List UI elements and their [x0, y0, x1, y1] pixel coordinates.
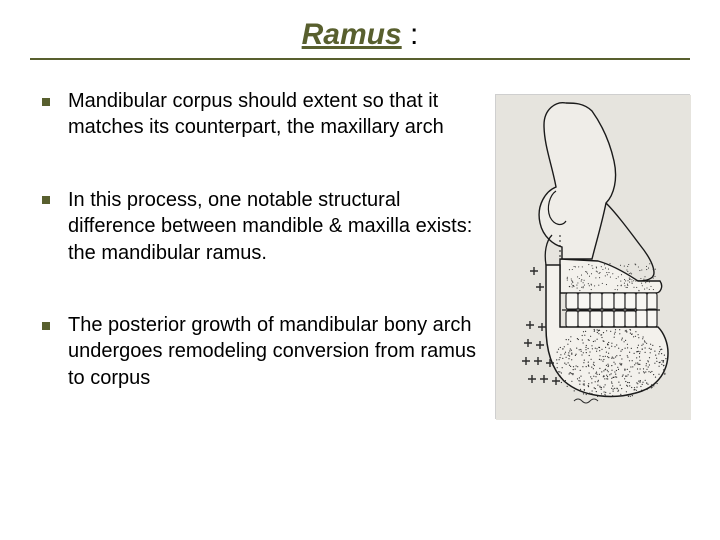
bullet-text: Mandibular corpus should extent so that …: [68, 90, 444, 138]
slide: Ramus : Mandibular corpus should extent …: [0, 0, 720, 540]
bullet-list: Mandibular corpus should extent so that …: [30, 88, 477, 437]
list-item: In this process, one notable structural …: [42, 187, 477, 266]
bullet-text: In this process, one notable structural …: [68, 189, 472, 264]
slide-title: Ramus: [302, 18, 402, 52]
bullet-text: The posterior growth of mandibular bony …: [68, 314, 476, 389]
title-colon: :: [402, 18, 419, 51]
list-item: The posterior growth of mandibular bony …: [42, 312, 477, 391]
list-item: Mandibular corpus should extent so that …: [42, 88, 477, 141]
skull-figure: [495, 94, 690, 419]
skull-illustration-icon: [496, 95, 691, 420]
title-wrap: Ramus :: [30, 18, 690, 52]
content-row: Mandibular corpus should extent so that …: [30, 88, 690, 437]
title-rule: [30, 58, 690, 60]
